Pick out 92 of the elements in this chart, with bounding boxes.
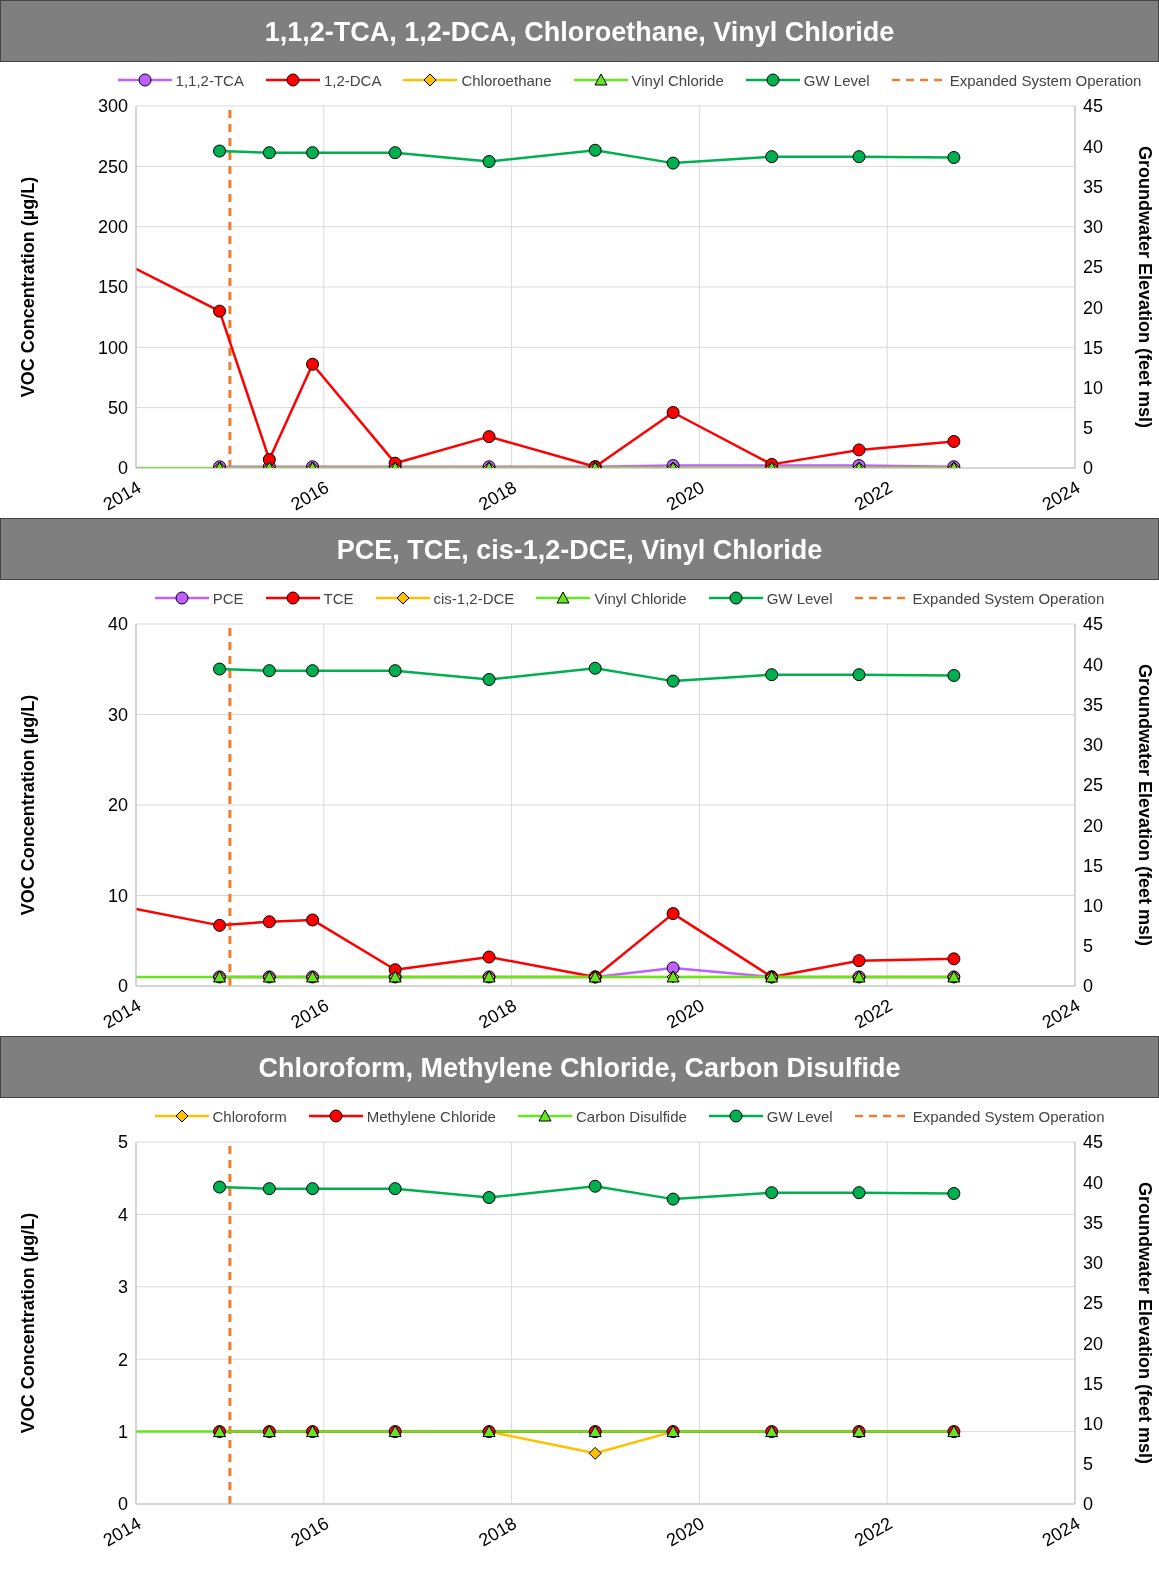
legend-label: Expanded System Operation <box>912 589 1105 607</box>
x-tick-label: 2024 <box>1038 995 1084 1033</box>
y2-tick-label: 35 <box>1083 1212 1104 1233</box>
y2-tick-label: 15 <box>1083 855 1104 876</box>
x-tick-label: 2018 <box>475 477 520 515</box>
y2-tick-label: 45 <box>1083 1132 1104 1153</box>
legend-label: Expanded System Operation <box>949 71 1142 89</box>
y2-tick-label: 45 <box>1083 96 1104 117</box>
legend-label: GW Level <box>803 71 870 89</box>
y-tick-label: 10 <box>107 885 128 906</box>
y-tick-label: 2 <box>117 1349 128 1370</box>
legend-label: Chloroethane <box>461 71 552 89</box>
x-tick-label: 2022 <box>850 995 896 1033</box>
y2-tick-label: 25 <box>1083 775 1104 796</box>
x-tick-label: 2024 <box>1038 1513 1084 1551</box>
chart-title: Chloroform, Methylene Chloride, Carbon Disulfide <box>0 1036 1159 1098</box>
y-tick-label: 250 <box>97 156 128 177</box>
y2-tick-label: 30 <box>1083 1253 1104 1274</box>
legend-label: GW Level <box>766 1107 833 1125</box>
y-tick-label: 0 <box>117 1494 128 1515</box>
chart-title: 1,1,2-TCA, 1,2-DCA, Chloroethane, Vinyl Chloride <box>0 0 1159 62</box>
x-tick-label: 2016 <box>287 995 333 1033</box>
y2-tick-label: 0 <box>1083 976 1094 997</box>
y2-tick-label: 30 <box>1083 217 1104 238</box>
chart-title: PCE, TCE, cis-1,2-DCE, Vinyl Chloride <box>0 518 1159 580</box>
y-tick-label: 0 <box>117 458 128 479</box>
y2-tick-label: 15 <box>1083 337 1104 358</box>
legend-label: Expanded System Operation <box>912 1107 1105 1125</box>
legend-label: cis-1,2-DCE <box>433 589 515 607</box>
y-tick-label: 5 <box>117 1132 128 1153</box>
y2-tick-label: 5 <box>1083 936 1094 957</box>
y2-tick-label: 30 <box>1083 735 1104 756</box>
x-tick-label: 2020 <box>663 477 708 515</box>
y2-tick-label: 20 <box>1083 1333 1104 1354</box>
legend-label: Chloroform <box>212 1107 287 1125</box>
x-tick-label: 2024 <box>1038 477 1084 515</box>
y2-tick-label: 10 <box>1083 377 1104 398</box>
y-tick-label: 4 <box>117 1204 128 1225</box>
legend-label: Vinyl Chloride <box>631 71 724 89</box>
y2-tick-label: 10 <box>1083 895 1104 916</box>
x-tick-label: 2020 <box>663 1513 708 1551</box>
y-tick-label: 150 <box>97 277 128 298</box>
y-tick-label: 30 <box>107 704 128 725</box>
y-tick-label: 20 <box>107 795 128 816</box>
y2-axis-title: Groundwater Elevation (feet msl) <box>1134 663 1155 947</box>
y-tick-label: 0 <box>117 976 128 997</box>
legend-label: 1,2-DCA <box>323 71 382 89</box>
y-tick-label: 50 <box>107 398 128 419</box>
y2-tick-label: 40 <box>1083 136 1104 157</box>
y2-tick-label: 35 <box>1083 176 1104 197</box>
legend-label: 1,1,2-TCA <box>175 71 244 89</box>
y2-tick-label: 5 <box>1083 1454 1094 1475</box>
x-tick-label: 2016 <box>287 1513 333 1551</box>
x-tick-label: 2022 <box>850 477 896 515</box>
y-tick-label: 3 <box>117 1277 128 1298</box>
y2-tick-label: 20 <box>1083 815 1104 836</box>
y2-tick-label: 25 <box>1083 1293 1104 1314</box>
legend-label: Vinyl Chloride <box>594 589 687 607</box>
legend-label: Carbon Disulfide <box>575 1107 687 1125</box>
y2-tick-label: 0 <box>1083 458 1094 479</box>
y2-tick-label: 10 <box>1083 1413 1104 1434</box>
x-tick-label: 2018 <box>475 1513 520 1551</box>
y-axis-title: VOC Concentration (µg/L) <box>18 1212 39 1434</box>
y2-axis-title: Groundwater Elevation (feet msl) <box>1134 1181 1155 1465</box>
y-tick-label: 40 <box>107 614 128 635</box>
x-tick-label: 2016 <box>287 477 333 515</box>
y2-axis-title: Groundwater Elevation (feet msl) <box>1134 145 1155 429</box>
x-tick-label: 2018 <box>475 995 520 1033</box>
legend-label: PCE <box>212 589 244 607</box>
y2-tick-label: 45 <box>1083 614 1104 635</box>
y-tick-label: 200 <box>97 217 128 238</box>
y2-tick-label: 35 <box>1083 694 1104 715</box>
legend-label: TCE <box>323 589 354 607</box>
y-axis-title: VOC Concentration (µg/L) <box>18 694 39 916</box>
y2-tick-label: 40 <box>1083 1172 1104 1193</box>
y2-tick-label: 15 <box>1083 1373 1104 1394</box>
y-tick-label: 100 <box>97 337 128 358</box>
x-tick-label: 2022 <box>850 1513 896 1551</box>
x-tick-label: 2014 <box>99 477 145 515</box>
y2-tick-label: 0 <box>1083 1494 1094 1515</box>
x-tick-label: 2014 <box>99 1513 145 1551</box>
y-axis-title: VOC Concentration (µg/L) <box>18 176 39 398</box>
legend-label: Methylene Chloride <box>366 1107 496 1125</box>
y2-tick-label: 5 <box>1083 418 1094 439</box>
y2-tick-label: 25 <box>1083 257 1104 278</box>
y-tick-label: 300 <box>97 96 128 117</box>
x-tick-label: 2014 <box>99 995 145 1033</box>
y2-tick-label: 40 <box>1083 654 1104 675</box>
legend-label: GW Level <box>766 589 833 607</box>
x-tick-label: 2020 <box>663 995 708 1033</box>
y-tick-label: 1 <box>117 1421 128 1442</box>
y2-tick-label: 20 <box>1083 297 1104 318</box>
